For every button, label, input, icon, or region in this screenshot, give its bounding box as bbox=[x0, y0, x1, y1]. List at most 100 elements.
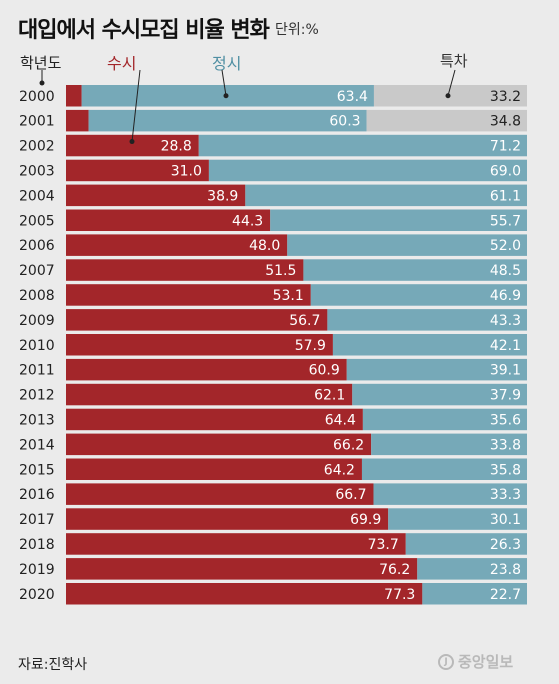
year-label: 2012 bbox=[19, 388, 55, 404]
data-label: 23.8 bbox=[490, 562, 521, 578]
data-label: 48.5 bbox=[490, 263, 521, 279]
legend-leader-dot bbox=[445, 93, 451, 99]
year-label: 2003 bbox=[19, 163, 55, 179]
data-label: 30.1 bbox=[490, 512, 521, 528]
brand-name: 중앙일보 bbox=[458, 653, 514, 671]
bar-segment bbox=[245, 184, 528, 207]
bar-segment bbox=[66, 309, 328, 331]
data-label: 28.8 bbox=[161, 139, 192, 155]
source-note: 자료:진학사 bbox=[18, 657, 88, 673]
data-label: 64.2 bbox=[324, 462, 355, 478]
year-label: 2009 bbox=[19, 313, 55, 329]
data-label: 22.7 bbox=[490, 587, 521, 603]
data-label: 66.7 bbox=[335, 487, 366, 503]
year-label: 2001 bbox=[19, 114, 55, 130]
year-label: 2015 bbox=[19, 462, 55, 478]
legend-jeongsi: 정시 bbox=[212, 54, 242, 73]
year-axis-header: 학년도 bbox=[20, 54, 62, 72]
bar-segment bbox=[66, 433, 372, 456]
year-label: 2011 bbox=[19, 363, 55, 379]
year-label: 2010 bbox=[19, 338, 55, 354]
data-label: 39.1 bbox=[490, 363, 521, 379]
year-label: 2016 bbox=[19, 487, 55, 503]
legend-susi: 수시 bbox=[107, 54, 137, 73]
bar-segment bbox=[66, 234, 288, 256]
bar-segment bbox=[352, 383, 527, 406]
bar-segment bbox=[66, 209, 271, 231]
year-label: 2018 bbox=[19, 537, 55, 553]
data-label: 56.7 bbox=[289, 313, 320, 329]
bar-segment bbox=[66, 284, 311, 306]
data-label: 33.3 bbox=[490, 487, 521, 503]
bar-segment bbox=[66, 533, 406, 555]
year-label: 2008 bbox=[19, 288, 55, 304]
bar-segment bbox=[66, 358, 347, 381]
data-label: 33.8 bbox=[490, 437, 521, 453]
bar-segment bbox=[66, 583, 423, 605]
data-label: 46.9 bbox=[490, 288, 521, 304]
legend-leader-line bbox=[131, 69, 141, 142]
data-label: 55.7 bbox=[490, 213, 521, 229]
data-label: 48.0 bbox=[249, 238, 280, 254]
year-label: 2006 bbox=[19, 238, 55, 254]
data-label: 42.1 bbox=[490, 338, 521, 354]
bar-segment bbox=[66, 383, 353, 406]
data-label: 31.0 bbox=[171, 163, 202, 179]
year-label: 2000 bbox=[19, 89, 55, 105]
bar-segment bbox=[198, 134, 527, 157]
bar-segment bbox=[66, 558, 418, 580]
data-label: 34.8 bbox=[490, 114, 521, 130]
bar-segment bbox=[388, 508, 527, 530]
data-label: 66.2 bbox=[333, 437, 364, 453]
bar-segment bbox=[303, 259, 527, 281]
data-label: 69.0 bbox=[490, 163, 521, 179]
brand-logo: J 중앙일보 bbox=[438, 651, 513, 672]
bar-segment bbox=[417, 558, 527, 580]
year-label: 2013 bbox=[19, 412, 55, 428]
bar-segment bbox=[310, 284, 527, 306]
data-label: 62.1 bbox=[314, 388, 345, 404]
data-label: 26.3 bbox=[490, 537, 521, 553]
bar-segment bbox=[66, 334, 333, 356]
bar-segment bbox=[405, 533, 527, 555]
data-label: 73.7 bbox=[368, 537, 399, 553]
year-label: 2019 bbox=[19, 562, 55, 578]
bar-segment bbox=[327, 309, 527, 331]
year-label: 2002 bbox=[19, 139, 55, 155]
year-label: 2020 bbox=[19, 587, 55, 603]
bar-segment bbox=[371, 433, 527, 456]
data-label: 77.3 bbox=[384, 587, 415, 603]
bar-segment bbox=[66, 134, 199, 157]
brand-circle-icon: J bbox=[438, 653, 454, 670]
year-label: 2004 bbox=[19, 188, 55, 204]
bar-segment bbox=[66, 408, 363, 431]
data-label: 35.8 bbox=[490, 462, 521, 478]
bar-segment bbox=[88, 109, 367, 132]
year-label: 2017 bbox=[19, 512, 55, 528]
data-label: 33.2 bbox=[490, 89, 521, 105]
bar-segment bbox=[66, 259, 304, 281]
data-label: 69.9 bbox=[350, 512, 381, 528]
year-label: 2007 bbox=[19, 263, 55, 279]
bar-segment bbox=[66, 109, 89, 132]
bar-segment bbox=[346, 358, 527, 381]
data-label: 38.9 bbox=[207, 188, 238, 204]
bar-segment bbox=[362, 408, 527, 431]
data-label: 51.5 bbox=[265, 263, 296, 279]
bar-segment bbox=[66, 508, 389, 530]
data-label: 44.3 bbox=[232, 213, 263, 229]
year-label: 2014 bbox=[19, 437, 55, 453]
data-label: 53.1 bbox=[273, 288, 304, 304]
data-label: 60.9 bbox=[309, 363, 340, 379]
bar-segment bbox=[66, 458, 362, 480]
bar-segment bbox=[366, 109, 527, 132]
legend-leader-dot bbox=[129, 139, 135, 145]
data-label: 64.4 bbox=[325, 412, 356, 428]
legend-leader-dot bbox=[223, 93, 229, 99]
bar-segment bbox=[287, 234, 527, 256]
unit-label: 단위:% bbox=[275, 22, 319, 38]
bar-segment bbox=[66, 483, 374, 505]
data-label: 76.2 bbox=[379, 562, 410, 578]
legend-teukcha: 특차 bbox=[440, 52, 468, 70]
